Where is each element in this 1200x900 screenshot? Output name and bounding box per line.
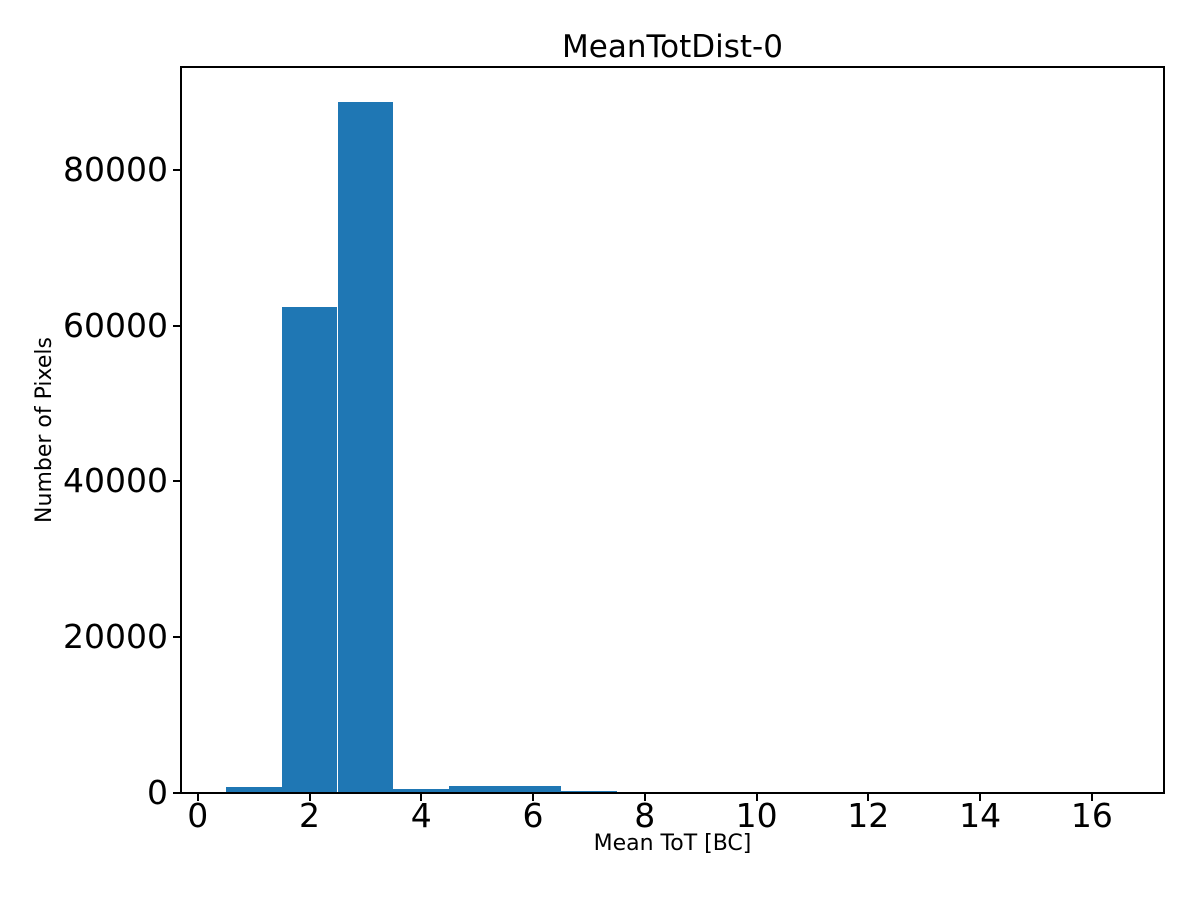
histogram-bar [449,786,506,793]
y-tick-label: 40000 [63,461,168,501]
chart-title: MeanTotDist-0 [562,29,783,65]
histogram-bar [281,307,338,793]
y-tick-label: 20000 [63,616,168,656]
plot-area [180,66,1165,794]
x-tick-mark [532,792,534,801]
x-tick-mark [979,792,982,801]
y-tick-mark [173,480,181,483]
histogram-bar [561,790,617,793]
x-tick-mark [196,792,199,801]
x-tick-label: 16 [1070,796,1113,835]
x-tick-label: 12 [847,796,890,835]
y-tick-mark [173,169,181,171]
x-tick-label: 10 [735,796,778,835]
y-tick-label: 0 [147,772,168,812]
x-tick-mark [867,792,870,801]
x-tick-mark [643,792,646,801]
x-tick-label: 4 [410,796,432,835]
y-tick-mark [173,635,181,638]
x-tick-label: 2 [299,796,320,835]
y-tick-label: 80000 [63,150,168,189]
histogram-bar [393,789,450,793]
y-tick-label: 60000 [63,305,168,345]
histogram-bar [225,787,282,793]
x-tick-label: 6 [522,796,544,835]
x-axis-label: Mean ToT [BC] [593,831,752,856]
y-tick-mark [173,791,181,794]
x-tick-mark [308,792,311,801]
x-tick-label: 14 [959,796,1002,835]
histogram-bar [505,786,561,793]
x-tick-label: 0 [187,796,209,835]
x-tick-mark [420,792,423,801]
x-tick-mark [1090,792,1093,801]
x-tick-mark [755,792,758,801]
x-tick-label: 8 [634,796,656,835]
histogram-bar [337,101,394,793]
y-tick-mark [173,324,181,327]
